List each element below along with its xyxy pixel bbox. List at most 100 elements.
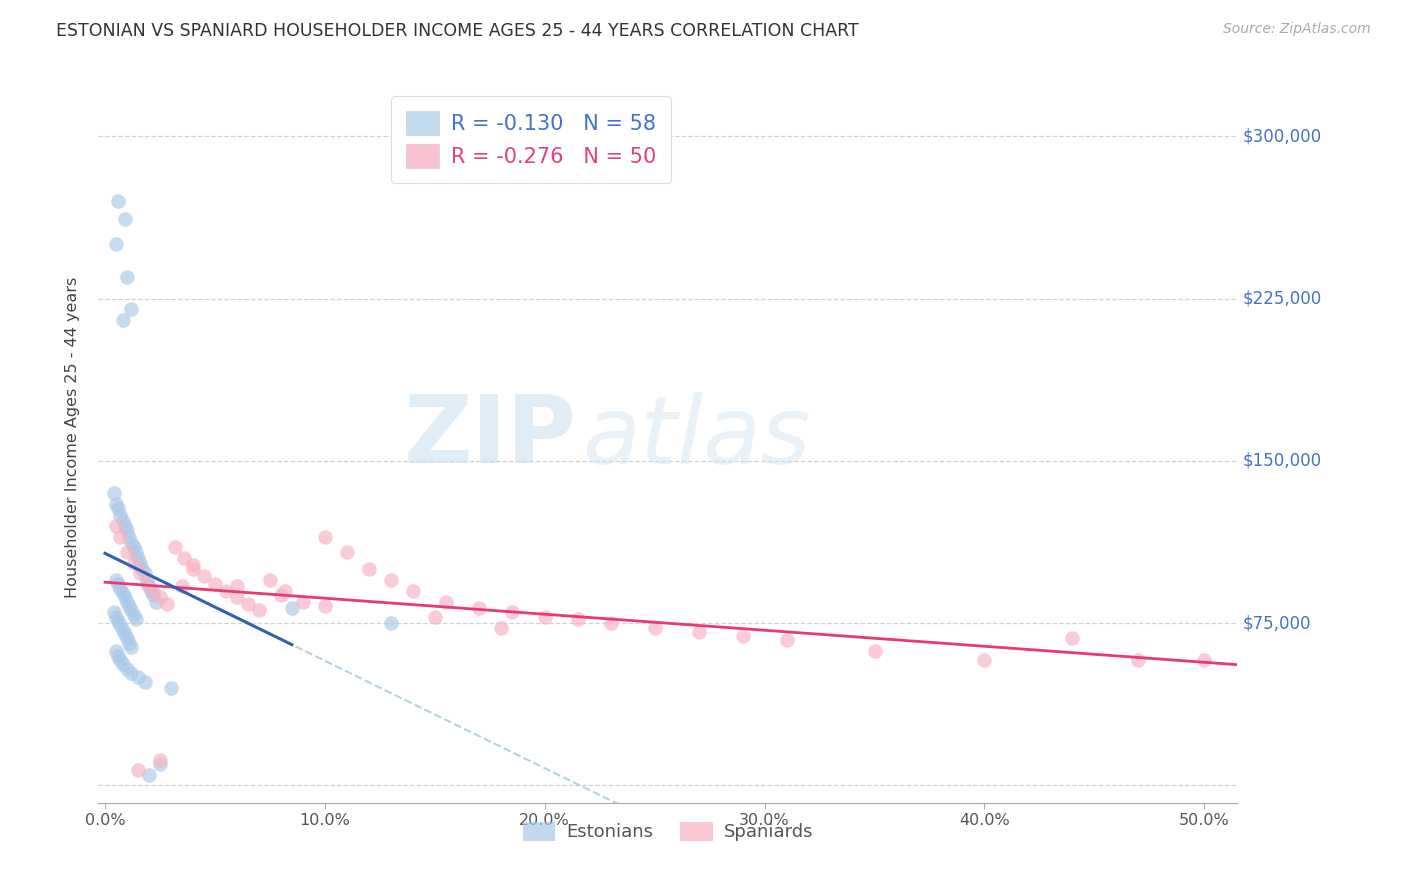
Point: [115, 632, 138, 646]
Point: [434, 594, 457, 608]
Point: [259, 573, 281, 587]
Point: [468, 601, 491, 615]
Point: [120, 665, 142, 680]
Text: ESTONIAN VS SPANIARD HOUSEHOLDER INCOME AGES 25 - 44 YEARS CORRELATION CHART: ESTONIAN VS SPANIARD HOUSEHOLDER INCOME …: [56, 22, 859, 40]
Point: [533, 609, 555, 624]
Point: [731, 629, 754, 643]
Point: [103, 486, 125, 500]
Text: $300,000: $300,000: [1243, 128, 1322, 145]
Point: [567, 612, 589, 626]
Point: [423, 609, 446, 624]
Point: [110, 530, 132, 544]
Point: [111, 623, 134, 637]
Point: [138, 579, 160, 593]
Point: [110, 508, 132, 522]
Point: [105, 609, 128, 624]
Point: [236, 597, 259, 611]
Point: [105, 518, 128, 533]
Point: [402, 583, 425, 598]
Point: [357, 562, 380, 576]
Point: [599, 616, 621, 631]
Point: [149, 756, 172, 771]
Point: [115, 523, 138, 537]
Point: [141, 583, 163, 598]
Point: [226, 579, 249, 593]
Point: [135, 573, 157, 587]
Point: [247, 603, 270, 617]
Point: [115, 269, 138, 284]
Point: [142, 583, 165, 598]
Point: [314, 599, 336, 613]
Point: [122, 556, 145, 570]
Point: [1128, 653, 1150, 667]
Point: [110, 618, 132, 632]
Point: [114, 591, 136, 605]
Point: [122, 607, 145, 622]
Point: [149, 591, 172, 605]
Point: [111, 313, 134, 327]
Point: [125, 612, 148, 626]
Point: [115, 594, 138, 608]
Point: [149, 752, 172, 766]
Text: $75,000: $75,000: [1243, 615, 1312, 632]
Point: [107, 577, 129, 591]
Point: [120, 536, 142, 550]
Point: [105, 573, 128, 587]
Point: [127, 670, 149, 684]
Point: [204, 577, 226, 591]
Point: [107, 194, 129, 209]
Text: atlas: atlas: [582, 392, 811, 483]
Point: [129, 556, 152, 570]
Point: [644, 620, 666, 634]
Point: [127, 764, 149, 778]
Point: [1062, 632, 1084, 646]
Point: [118, 530, 141, 544]
Point: [129, 566, 152, 581]
Point: [120, 603, 142, 617]
Text: ZIP: ZIP: [404, 391, 576, 483]
Point: [122, 541, 145, 555]
Y-axis label: Householder Income Ages 25 - 44 years: Householder Income Ages 25 - 44 years: [65, 277, 80, 598]
Point: [114, 211, 136, 226]
Point: [270, 588, 292, 602]
Point: [863, 644, 886, 658]
Point: [111, 515, 134, 529]
Text: $150,000: $150,000: [1243, 452, 1322, 470]
Point: [114, 518, 136, 533]
Point: [103, 606, 125, 620]
Point: [135, 577, 157, 591]
Point: [181, 558, 204, 572]
Point: [111, 586, 134, 600]
Point: [120, 640, 142, 654]
Point: [215, 583, 238, 598]
Point: [226, 591, 249, 605]
Point: [142, 588, 165, 602]
Point: [115, 662, 138, 676]
Point: [118, 599, 141, 613]
Point: [688, 624, 710, 639]
Point: [274, 583, 297, 598]
Point: [314, 530, 336, 544]
Point: [170, 579, 193, 593]
Point: [336, 545, 359, 559]
Point: [120, 302, 142, 317]
Point: [380, 616, 402, 631]
Point: [134, 566, 156, 581]
Text: $225,000: $225,000: [1243, 290, 1322, 308]
Point: [1194, 653, 1216, 667]
Point: [105, 644, 128, 658]
Point: [281, 601, 304, 615]
Point: [775, 633, 797, 648]
Point: [105, 237, 128, 252]
Point: [973, 653, 995, 667]
Point: [173, 551, 195, 566]
Text: Source: ZipAtlas.com: Source: ZipAtlas.com: [1223, 22, 1371, 37]
Point: [107, 501, 129, 516]
Point: [155, 597, 177, 611]
Point: [110, 582, 132, 596]
Point: [165, 541, 187, 555]
Point: [160, 681, 183, 695]
Point: [105, 497, 128, 511]
Point: [138, 767, 160, 781]
Point: [107, 614, 129, 628]
